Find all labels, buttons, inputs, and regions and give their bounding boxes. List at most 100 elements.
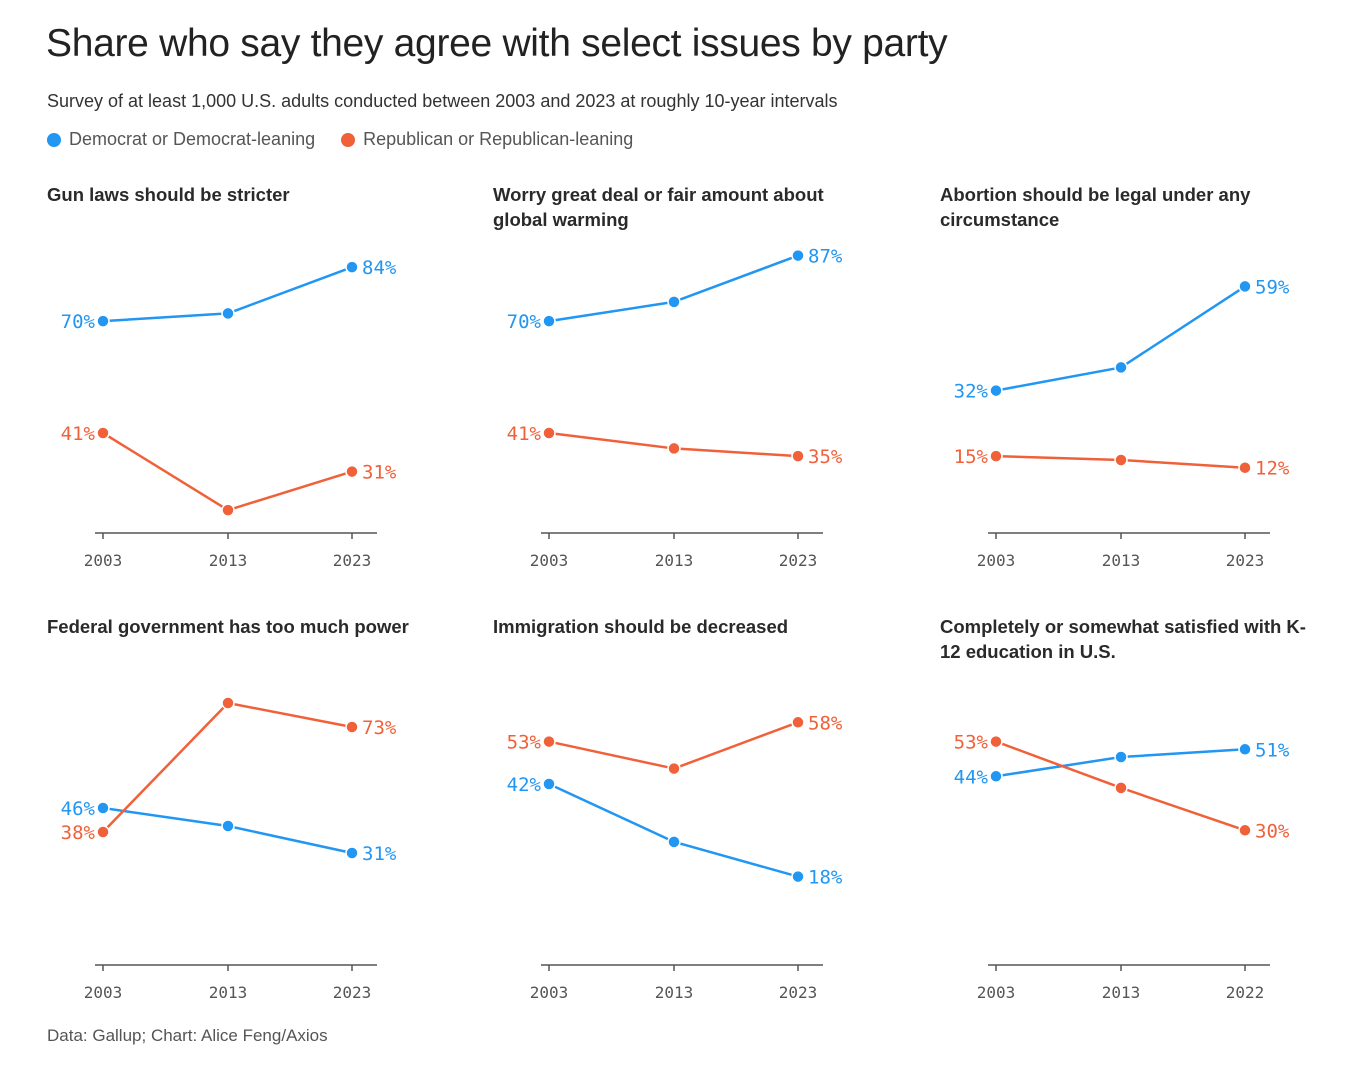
- legend: Democrat or Democrat-leaning Republican …: [47, 129, 659, 150]
- x-tick-label: 2023: [779, 983, 818, 1002]
- panel-3: Abortion should be legal under any circu…: [940, 182, 1330, 602]
- panel-chart: 2003 2013 2023 70% 84% 41% 31%: [61, 257, 397, 570]
- panel-chart: 2003 2013 2023 46% 31% 38% 73%: [61, 696, 397, 1002]
- data-label-republican: 15%: [954, 446, 989, 468]
- panel-2: Worry great deal or fair amount about gl…: [493, 182, 883, 602]
- data-label-republican: 41%: [61, 423, 96, 445]
- legend-dot-republican: [341, 132, 356, 147]
- data-point-democrat: [96, 314, 110, 328]
- legend-label-democrat: Democrat or Democrat-leaning: [69, 129, 316, 149]
- legend-item-republican: Republican or Republican-leaning: [341, 129, 633, 150]
- x-tick-label: 2013: [1102, 983, 1141, 1002]
- data-label-democrat: 87%: [808, 246, 843, 268]
- panel-1: Gun laws should be stricter 2003 2013 2023…: [47, 182, 437, 602]
- legend-dot-democrat: [47, 132, 61, 147]
- data-point-republican: [1238, 823, 1252, 838]
- data-label-republican: 30%: [1255, 820, 1290, 842]
- data-point-democrat: [1114, 750, 1128, 764]
- series-line-republican: [102, 431, 353, 512]
- data-point-democrat: [667, 835, 681, 849]
- data-point-republican: [667, 441, 681, 456]
- series-line-republican: [548, 721, 799, 770]
- panel-chart: 2003 2013 2022 44% 51% 53% 30%: [954, 732, 1290, 1002]
- x-tick-label: 2013: [209, 551, 248, 570]
- data-label-democrat: 70%: [61, 311, 96, 333]
- legend-item-democrat: Democrat or Democrat-leaning: [47, 129, 315, 150]
- data-label-democrat: 31%: [362, 843, 397, 865]
- data-label-republican: 73%: [362, 717, 397, 739]
- panel-title: Worry great deal or fair amount about gl…: [493, 184, 824, 230]
- data-point-democrat: [667, 295, 681, 309]
- data-point-republican: [542, 426, 556, 440]
- data-label-republican: 58%: [808, 712, 843, 734]
- data-point-republican: [542, 734, 556, 749]
- data-point-democrat: [1238, 279, 1252, 294]
- x-tick-label: 2003: [530, 551, 569, 570]
- data-point-democrat: [1238, 742, 1252, 757]
- data-label-republican: 53%: [954, 732, 989, 754]
- data-label-republican: 35%: [808, 446, 843, 468]
- data-label-democrat: 84%: [362, 257, 397, 279]
- x-tick-label: 2013: [209, 983, 248, 1002]
- panel-chart: 2003 2013 2023 70% 87% 41% 35%: [507, 246, 843, 570]
- data-label-democrat: 42%: [507, 774, 542, 796]
- data-point-democrat: [221, 306, 235, 321]
- panel-title: Abortion should be legal under any circu…: [940, 184, 1251, 230]
- data-point-republican: [1238, 460, 1252, 475]
- data-point-democrat: [1114, 360, 1128, 375]
- data-point-democrat: [542, 777, 556, 791]
- data-point-democrat: [542, 314, 556, 328]
- x-tick-label: 2003: [530, 983, 569, 1002]
- x-tick-label: 2013: [1102, 551, 1141, 570]
- data-label-republican: 53%: [507, 732, 542, 754]
- series-line-democrat: [995, 285, 1246, 392]
- panel-chart: 2003 2013 2023 32% 59% 15% 12%: [954, 276, 1290, 570]
- x-tick-label: 2013: [655, 983, 694, 1002]
- data-label-republican: 41%: [507, 423, 542, 445]
- data-label-republican: 38%: [61, 822, 96, 844]
- data-label-republican: 31%: [362, 462, 397, 484]
- data-point-democrat: [96, 801, 110, 815]
- data-point-republican: [989, 734, 1003, 749]
- data-point-democrat: [345, 260, 359, 274]
- panel-title: Immigration should be decreased: [493, 616, 789, 637]
- data-point-democrat: [989, 769, 1003, 784]
- x-tick-label: 2013: [655, 551, 694, 570]
- data-point-republican: [96, 426, 110, 440]
- data-point-democrat: [345, 846, 359, 860]
- data-label-democrat: 46%: [61, 798, 96, 820]
- panel-title: Completely or somewhat satisfied with K-…: [940, 616, 1306, 662]
- panel-chart: 2003 2013 2023 42% 18% 53% 58%: [507, 712, 843, 1002]
- x-tick-label: 2023: [1226, 551, 1265, 570]
- data-point-republican: [1114, 781, 1128, 795]
- x-tick-label: 2003: [977, 551, 1016, 570]
- data-label-democrat: 59%: [1255, 276, 1290, 298]
- data-point-democrat: [791, 869, 805, 884]
- data-point-democrat: [221, 819, 235, 833]
- series-line-democrat: [548, 254, 799, 323]
- x-tick-label: 2023: [779, 551, 818, 570]
- panel-title: Federal government has too much power: [47, 616, 409, 637]
- data-point-republican: [96, 825, 110, 839]
- data-label-democrat: 70%: [507, 311, 542, 333]
- data-label-democrat: 44%: [954, 766, 989, 788]
- x-tick-label: 2003: [977, 983, 1016, 1002]
- data-point-republican: [1114, 453, 1128, 467]
- data-label-democrat: 51%: [1255, 739, 1290, 761]
- panel-5: Immigration should be decreased 2003 2013…: [493, 614, 883, 1034]
- data-point-republican: [221, 503, 235, 517]
- x-tick-label: 2003: [84, 551, 123, 570]
- data-point-democrat: [791, 248, 805, 263]
- data-point-republican: [791, 715, 805, 730]
- panel-4: Federal government has too much power 20…: [47, 614, 437, 1034]
- data-point-republican: [345, 464, 359, 479]
- data-point-republican: [989, 449, 1003, 463]
- panel-6: Completely or somewhat satisfied with K-…: [940, 614, 1330, 1034]
- x-tick-label: 2022: [1226, 983, 1265, 1002]
- data-point-democrat: [989, 383, 1003, 398]
- x-tick-label: 2023: [333, 551, 372, 570]
- series-line-democrat: [548, 782, 799, 878]
- legend-label-republican: Republican or Republican-leaning: [363, 129, 634, 149]
- data-label-republican: 12%: [1255, 458, 1290, 480]
- chart-subtitle: Survey of at least 1,000 U.S. adults con…: [47, 91, 838, 111]
